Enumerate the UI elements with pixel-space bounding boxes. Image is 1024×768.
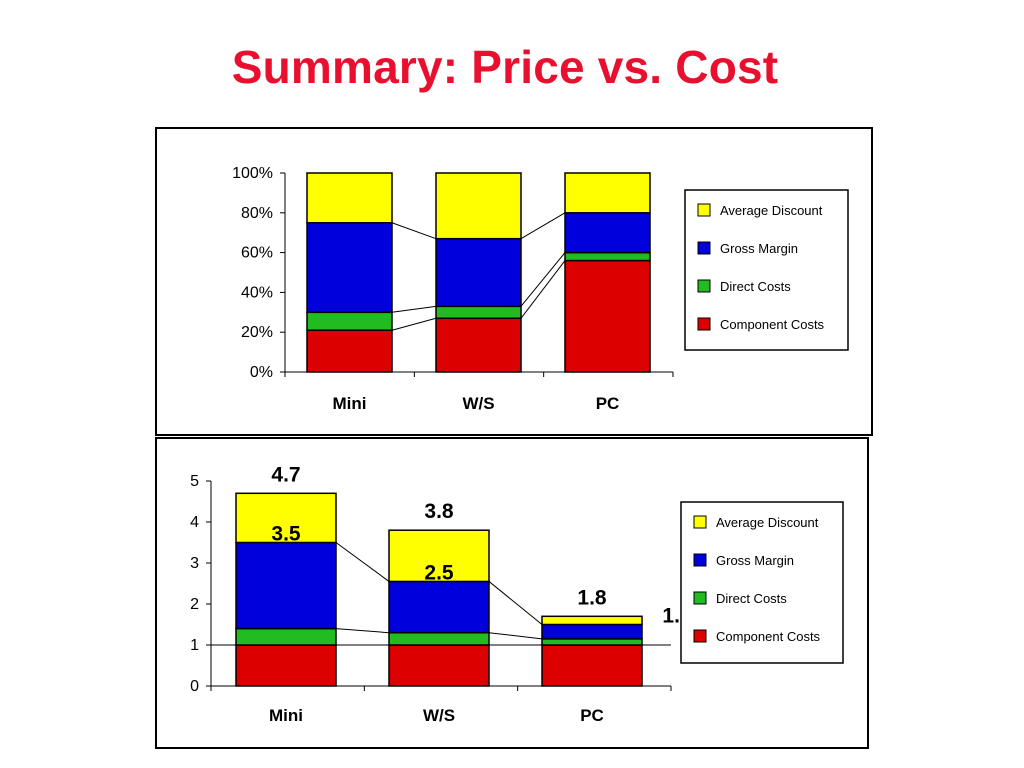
bar-average-discount-mini bbox=[306, 172, 393, 224]
bar-component-costs-mini bbox=[306, 329, 393, 373]
bar-component-costs-w-s bbox=[435, 317, 522, 373]
bar-component-costs-pc bbox=[564, 259, 651, 373]
legend-swatch-average-discount bbox=[697, 203, 711, 217]
y-tick-label: 0 bbox=[190, 678, 199, 695]
y-tick-label: 4 bbox=[190, 514, 199, 531]
percent-stacked-bar-chart: 0% 20% 40% 60% 80% 100% Mini W/S PC Average Disco… bbox=[232, 165, 849, 413]
legend-box bbox=[684, 189, 849, 351]
bar-average-discount-w-s bbox=[435, 172, 522, 240]
legend-swatch-direct-costs bbox=[693, 591, 707, 605]
y-tick-label: 2 bbox=[190, 596, 199, 613]
bar-component-costs-w-s bbox=[388, 644, 490, 687]
bar-component-costs-pc bbox=[541, 644, 643, 687]
legend-label-gross-margin: Gross Margin bbox=[720, 241, 798, 256]
connector-line bbox=[488, 632, 543, 640]
legend-swatch-component-costs bbox=[693, 629, 707, 643]
total-value-label: 1.8 bbox=[577, 586, 607, 609]
connector-line bbox=[488, 581, 543, 625]
bar-component-costs-mini bbox=[235, 644, 337, 687]
bar-gross-margin-pc bbox=[541, 623, 643, 640]
x-category-label: Mini bbox=[333, 394, 367, 413]
y-tick-label: 100% bbox=[232, 165, 273, 182]
connector-line bbox=[520, 260, 566, 319]
y-tick-label: 5 bbox=[190, 473, 199, 490]
bar-gross-margin-mini bbox=[306, 222, 393, 314]
bar-direct-costs-w-s bbox=[435, 305, 522, 320]
connector-line bbox=[391, 317, 437, 331]
legend-box bbox=[680, 501, 844, 664]
connector-line bbox=[335, 628, 390, 634]
connector-line bbox=[391, 222, 437, 240]
bar-direct-costs-pc bbox=[564, 251, 651, 262]
y-tick-label: 1 bbox=[190, 637, 199, 654]
legend-label-direct-costs: Direct Costs bbox=[720, 279, 791, 294]
bar-average-discount-pc bbox=[541, 615, 643, 626]
bar-direct-costs-w-s bbox=[388, 631, 490, 646]
total-value-label: 3.8 bbox=[424, 500, 454, 523]
list-price-label: 3.5 bbox=[271, 523, 301, 546]
y-tick-label: 0% bbox=[250, 364, 273, 381]
legend-swatch-component-costs bbox=[697, 317, 711, 331]
y-tick-label: 60% bbox=[241, 245, 273, 262]
y-tick-label: 40% bbox=[241, 284, 273, 301]
x-category-label: Mini bbox=[269, 706, 303, 725]
y-tick-label: 80% bbox=[241, 205, 273, 222]
bar-gross-margin-w-s bbox=[388, 580, 490, 634]
percent-chart-panel: 0% 20% 40% 60% 80% 100% Mini W/S PC Average Disco… bbox=[155, 127, 873, 436]
legend-label-gross-margin: Gross Margin bbox=[716, 553, 794, 568]
list-price-label: 2.5 bbox=[424, 561, 454, 584]
legend-label-component-costs: Component Costs bbox=[716, 629, 821, 644]
legend-swatch-gross-margin bbox=[697, 241, 711, 255]
connector-line bbox=[391, 305, 437, 313]
bar-gross-margin-pc bbox=[564, 212, 651, 254]
x-category-label: PC bbox=[580, 706, 604, 725]
bar-average-discount-w-s bbox=[388, 529, 490, 583]
x-category-label: W/S bbox=[423, 706, 455, 725]
legend-swatch-gross-margin bbox=[693, 553, 707, 567]
total-value-label: 4.7 bbox=[271, 463, 300, 486]
x-category-label: W/S bbox=[462, 394, 494, 413]
slide-title: Summary: Price vs. Cost bbox=[231, 41, 779, 93]
bar-direct-costs-mini bbox=[306, 311, 393, 331]
legend-swatch-average-discount bbox=[693, 515, 707, 529]
legend-label-direct-costs: Direct Costs bbox=[716, 591, 787, 606]
connector-line bbox=[335, 542, 390, 582]
connector-line bbox=[520, 212, 566, 240]
bar-gross-margin-w-s bbox=[435, 237, 522, 308]
y-tick-label: 20% bbox=[241, 324, 273, 341]
connector-line bbox=[520, 252, 566, 307]
legend-swatch-direct-costs bbox=[697, 279, 711, 293]
legend-label-average-discount: Average Discount bbox=[720, 203, 823, 218]
bar-gross-margin-mini bbox=[235, 541, 337, 630]
y-tick-label: 3 bbox=[190, 555, 199, 572]
legend-label-component-costs: Component Costs bbox=[720, 317, 825, 332]
bar-direct-costs-mini bbox=[235, 627, 337, 646]
legend-label-average-discount: Average Discount bbox=[716, 515, 819, 530]
bar-direct-costs-pc bbox=[541, 638, 643, 646]
x-category-label: PC bbox=[596, 394, 620, 413]
absolute-chart-panel: 0 1 2 3 4 5 Mini W/S PC 4.7 3.8 1.8 3.5 2.5 1.5 Average… bbox=[155, 437, 869, 749]
bar-average-discount-pc bbox=[564, 172, 651, 214]
bar-average-discount-mini bbox=[235, 492, 337, 544]
